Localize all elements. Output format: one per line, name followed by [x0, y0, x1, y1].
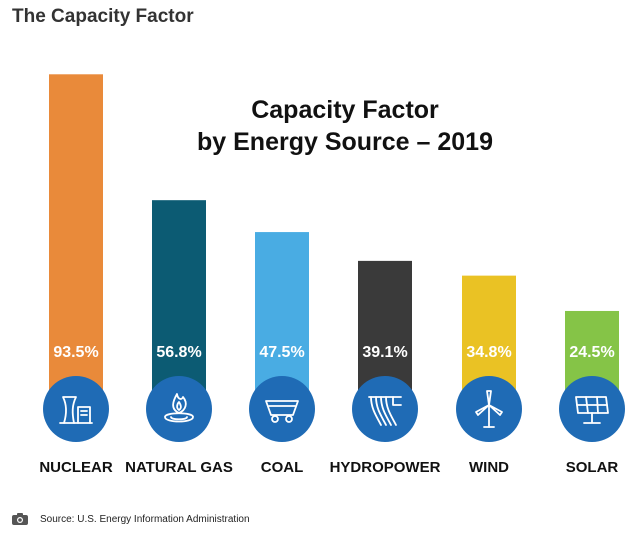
bar-hydropower: [358, 260, 412, 395]
solar-panel-icon: [575, 396, 609, 424]
category-label-hydropower: HYDROPOWER: [330, 459, 441, 476]
icon-circle-coal: [249, 376, 315, 442]
bar-wind: [462, 275, 516, 395]
value-label-nuclear: 93.5%: [53, 344, 98, 361]
chart-title: Capacity Factor: [251, 96, 439, 124]
value-label-solar: 24.5%: [569, 344, 614, 361]
bar-nuclear: [49, 74, 103, 396]
camera-icon: [12, 513, 28, 525]
nuclear-plant-icon: [59, 396, 93, 424]
icon-circle-solar: [559, 376, 625, 442]
bar-coal: [255, 232, 309, 395]
coal-cart-icon: [265, 400, 299, 423]
source-note: Source: U.S. Energy Information Administ…: [12, 513, 250, 525]
category-label-coal: COAL: [261, 459, 304, 476]
source-text: Source: U.S. Energy Information Administ…: [40, 513, 250, 525]
chart-subtitle: by Energy Source – 2019: [197, 128, 493, 156]
category-label-wind: WIND: [469, 459, 509, 476]
value-label-natural-gas: 56.8%: [156, 344, 201, 361]
value-label-hydropower: 39.1%: [362, 344, 407, 361]
category-label-nuclear: NUCLEAR: [39, 459, 112, 476]
category-label-natural-gas: NATURAL GAS: [125, 459, 233, 476]
wind-turbine-icon: [475, 390, 503, 428]
icon-circle-nuclear: [43, 376, 109, 442]
icon-circle-hydropower: [352, 376, 418, 442]
category-label-solar: SOLAR: [566, 459, 619, 476]
value-label-coal: 47.5%: [259, 344, 304, 361]
value-label-wind: 34.8%: [466, 344, 511, 361]
dam-icon: [368, 396, 402, 426]
gas-flame-icon: [164, 393, 194, 423]
page-title: The Capacity Factor: [12, 6, 194, 27]
bar-natural-gas: [152, 200, 206, 395]
capacity-factor-chart: 93.5% NUCLEAR 56.8% NATURAL GAS 47.5% COAL 39.…: [39, 74, 625, 476]
